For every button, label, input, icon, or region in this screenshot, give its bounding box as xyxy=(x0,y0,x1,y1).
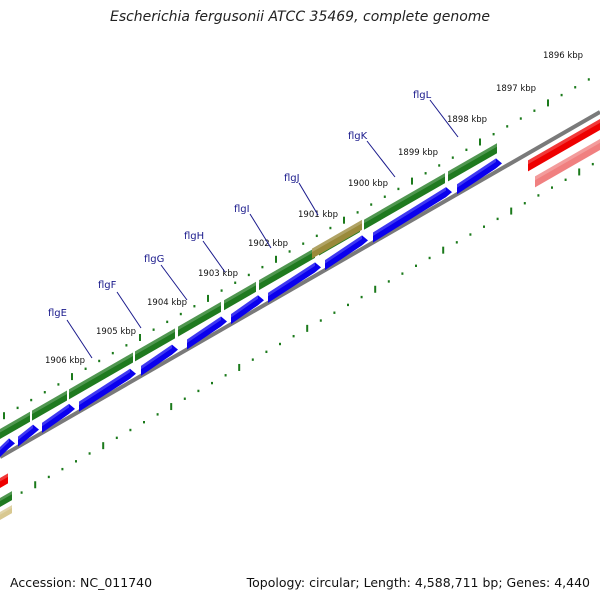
gene-label: flgJ xyxy=(284,173,300,184)
rrna-feature xyxy=(0,473,8,488)
kbp-label: 1906 kbp xyxy=(45,356,85,366)
reverse-cds xyxy=(457,158,502,195)
kbp-label: 1896 kbp xyxy=(543,51,583,61)
gene-label: flgL xyxy=(413,90,432,101)
inner-tick-track xyxy=(7,162,594,502)
reverse-cds xyxy=(231,295,264,325)
rrna-feature xyxy=(528,119,600,172)
gene-label: flgE xyxy=(48,308,67,319)
kbp-label: 1898 kbp xyxy=(447,115,487,125)
forward-cds xyxy=(178,301,221,337)
accession-label: Accession: NC_011740 xyxy=(10,575,153,590)
forward-cds xyxy=(32,390,67,421)
reverse-cds xyxy=(373,187,452,243)
reverse-cds xyxy=(42,403,75,433)
forward-cds xyxy=(0,411,30,439)
gene-leader-line xyxy=(66,319,93,359)
gene-labels: flgE flgF flgG flgH flgI flgJ flgK flgL xyxy=(48,90,459,359)
rrna-feature xyxy=(535,139,600,188)
kbp-label: 1903 kbp xyxy=(198,269,238,279)
gene-label: flgH xyxy=(184,231,204,242)
gene-label: flgK xyxy=(348,131,368,142)
forward-cds xyxy=(259,247,315,291)
gene-leader-line xyxy=(249,213,272,249)
kbp-label: 1904 kbp xyxy=(147,298,187,308)
forward-cds xyxy=(69,352,133,400)
genome-backbone xyxy=(0,110,600,459)
overlap-feature xyxy=(312,219,362,259)
kbp-label: 1899 kbp xyxy=(398,148,438,158)
gene-label: flgF xyxy=(98,280,117,291)
reverse-cds xyxy=(0,438,15,457)
forward-cds xyxy=(135,328,175,362)
map-title: Escherichia fergusonii ATCC 35469, compl… xyxy=(109,9,491,25)
outer-tick-track xyxy=(3,78,590,420)
gene-leader-line xyxy=(160,264,188,301)
genome-summary: Topology: circular; Length: 4,588,711 bp… xyxy=(246,575,590,590)
forward-cds xyxy=(364,173,445,230)
gene-leader-line xyxy=(429,99,459,138)
rrna-features xyxy=(0,119,600,520)
kbp-label: 1900 kbp xyxy=(348,179,388,189)
forward-cds xyxy=(224,281,256,311)
misc-feature xyxy=(0,505,12,520)
reverse-cds xyxy=(325,235,368,271)
gene-leader-line xyxy=(298,182,319,216)
gene-leader-line xyxy=(202,240,226,273)
forward-cds xyxy=(0,491,12,507)
gene-leader-line xyxy=(116,291,142,329)
kbp-labels: 1896 kbp 1897 kbp 1898 kbp 1899 kbp 1900 kbp… xyxy=(45,51,583,366)
reverse-cds xyxy=(141,344,178,376)
gene-label: flgI xyxy=(234,204,250,215)
forward-cds xyxy=(448,143,497,182)
reverse-cds xyxy=(187,316,227,350)
kbp-label: 1901 kbp xyxy=(298,210,338,220)
kbp-label: 1905 kbp xyxy=(96,327,136,337)
reverse-cds xyxy=(18,424,39,447)
reverse-cds xyxy=(268,262,321,303)
forward-strand-features xyxy=(0,143,497,507)
gene-label: flgG xyxy=(144,254,164,265)
reverse-strand-features xyxy=(0,158,502,457)
reverse-cds xyxy=(79,368,136,412)
kbp-label: 1897 kbp xyxy=(496,84,536,94)
gene-leader-line xyxy=(366,140,396,178)
